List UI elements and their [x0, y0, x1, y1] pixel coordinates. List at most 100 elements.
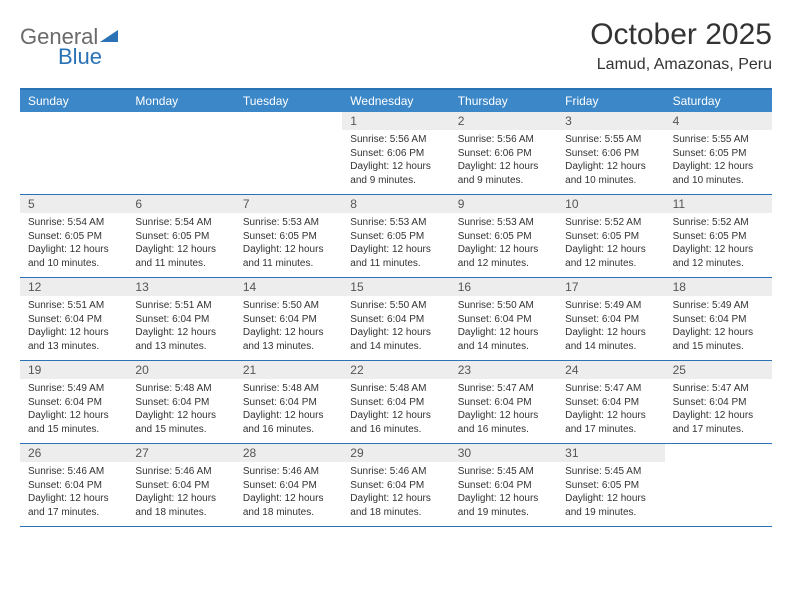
- day-cell: [127, 112, 234, 194]
- day-number: 20: [127, 361, 234, 379]
- day-content: Sunrise: 5:45 AMSunset: 6:04 PMDaylight:…: [450, 462, 557, 525]
- day-cell: 3Sunrise: 5:55 AMSunset: 6:06 PMDaylight…: [557, 112, 664, 194]
- day-content: Sunrise: 5:54 AMSunset: 6:05 PMDaylight:…: [20, 213, 127, 276]
- day-content: Sunrise: 5:53 AMSunset: 6:05 PMDaylight:…: [235, 213, 342, 276]
- day-number: 19: [20, 361, 127, 379]
- day-number: 23: [450, 361, 557, 379]
- day-header: Saturday: [665, 90, 772, 112]
- logo: GeneralBlue: [20, 24, 120, 70]
- day-number: 7: [235, 195, 342, 213]
- day-header: Monday: [127, 90, 234, 112]
- day-number: 16: [450, 278, 557, 296]
- day-cell: 5Sunrise: 5:54 AMSunset: 6:05 PMDaylight…: [20, 195, 127, 277]
- day-number: 29: [342, 444, 449, 462]
- day-cell: 16Sunrise: 5:50 AMSunset: 6:04 PMDayligh…: [450, 278, 557, 360]
- day-number: 31: [557, 444, 664, 462]
- day-header: Friday: [557, 90, 664, 112]
- day-number: [665, 444, 772, 448]
- day-number: 18: [665, 278, 772, 296]
- day-header: Wednesday: [342, 90, 449, 112]
- day-cell: 6Sunrise: 5:54 AMSunset: 6:05 PMDaylight…: [127, 195, 234, 277]
- day-number: 10: [557, 195, 664, 213]
- day-number: 15: [342, 278, 449, 296]
- day-content: Sunrise: 5:50 AMSunset: 6:04 PMDaylight:…: [342, 296, 449, 359]
- day-content: Sunrise: 5:49 AMSunset: 6:04 PMDaylight:…: [557, 296, 664, 359]
- week-row: 19Sunrise: 5:49 AMSunset: 6:04 PMDayligh…: [20, 361, 772, 444]
- day-cell: 14Sunrise: 5:50 AMSunset: 6:04 PMDayligh…: [235, 278, 342, 360]
- day-content: Sunrise: 5:51 AMSunset: 6:04 PMDaylight:…: [127, 296, 234, 359]
- day-content: Sunrise: 5:51 AMSunset: 6:04 PMDaylight:…: [20, 296, 127, 359]
- day-content: Sunrise: 5:47 AMSunset: 6:04 PMDaylight:…: [450, 379, 557, 442]
- day-content: Sunrise: 5:46 AMSunset: 6:04 PMDaylight:…: [235, 462, 342, 525]
- day-cell: 27Sunrise: 5:46 AMSunset: 6:04 PMDayligh…: [127, 444, 234, 526]
- day-cell: 21Sunrise: 5:48 AMSunset: 6:04 PMDayligh…: [235, 361, 342, 443]
- day-cell: 28Sunrise: 5:46 AMSunset: 6:04 PMDayligh…: [235, 444, 342, 526]
- day-cell: 23Sunrise: 5:47 AMSunset: 6:04 PMDayligh…: [450, 361, 557, 443]
- logo-triangle-icon: [100, 31, 120, 48]
- month-title: October 2025: [590, 18, 772, 52]
- day-content: Sunrise: 5:47 AMSunset: 6:04 PMDaylight:…: [557, 379, 664, 442]
- day-header: Sunday: [20, 90, 127, 112]
- day-cell: 17Sunrise: 5:49 AMSunset: 6:04 PMDayligh…: [557, 278, 664, 360]
- day-cell: 25Sunrise: 5:47 AMSunset: 6:04 PMDayligh…: [665, 361, 772, 443]
- day-cell: 12Sunrise: 5:51 AMSunset: 6:04 PMDayligh…: [20, 278, 127, 360]
- day-number: 5: [20, 195, 127, 213]
- day-number: [127, 112, 234, 116]
- header: GeneralBlue October 2025 Lamud, Amazonas…: [20, 18, 772, 74]
- day-number: 27: [127, 444, 234, 462]
- day-content: Sunrise: 5:46 AMSunset: 6:04 PMDaylight:…: [20, 462, 127, 525]
- day-number: 9: [450, 195, 557, 213]
- day-content: Sunrise: 5:50 AMSunset: 6:04 PMDaylight:…: [235, 296, 342, 359]
- day-cell: 1Sunrise: 5:56 AMSunset: 6:06 PMDaylight…: [342, 112, 449, 194]
- day-content: Sunrise: 5:47 AMSunset: 6:04 PMDaylight:…: [665, 379, 772, 442]
- day-cell: 24Sunrise: 5:47 AMSunset: 6:04 PMDayligh…: [557, 361, 664, 443]
- day-cell: 20Sunrise: 5:48 AMSunset: 6:04 PMDayligh…: [127, 361, 234, 443]
- day-cell: 22Sunrise: 5:48 AMSunset: 6:04 PMDayligh…: [342, 361, 449, 443]
- day-content: Sunrise: 5:49 AMSunset: 6:04 PMDaylight:…: [665, 296, 772, 359]
- day-content: Sunrise: 5:56 AMSunset: 6:06 PMDaylight:…: [342, 130, 449, 193]
- day-header: Thursday: [450, 90, 557, 112]
- week-row: 5Sunrise: 5:54 AMSunset: 6:05 PMDaylight…: [20, 195, 772, 278]
- day-cell: 30Sunrise: 5:45 AMSunset: 6:04 PMDayligh…: [450, 444, 557, 526]
- day-cell: 10Sunrise: 5:52 AMSunset: 6:05 PMDayligh…: [557, 195, 664, 277]
- day-number: 8: [342, 195, 449, 213]
- day-number: 11: [665, 195, 772, 213]
- day-cell: 19Sunrise: 5:49 AMSunset: 6:04 PMDayligh…: [20, 361, 127, 443]
- day-content: Sunrise: 5:53 AMSunset: 6:05 PMDaylight:…: [342, 213, 449, 276]
- day-header-row: SundayMondayTuesdayWednesdayThursdayFrid…: [20, 90, 772, 112]
- day-number: 12: [20, 278, 127, 296]
- calendar-weeks: 1Sunrise: 5:56 AMSunset: 6:06 PMDaylight…: [20, 112, 772, 527]
- day-content: Sunrise: 5:45 AMSunset: 6:05 PMDaylight:…: [557, 462, 664, 525]
- day-number: 14: [235, 278, 342, 296]
- week-row: 12Sunrise: 5:51 AMSunset: 6:04 PMDayligh…: [20, 278, 772, 361]
- day-content: Sunrise: 5:52 AMSunset: 6:05 PMDaylight:…: [665, 213, 772, 276]
- week-row: 1Sunrise: 5:56 AMSunset: 6:06 PMDaylight…: [20, 112, 772, 195]
- day-number: 24: [557, 361, 664, 379]
- day-content: Sunrise: 5:48 AMSunset: 6:04 PMDaylight:…: [127, 379, 234, 442]
- day-number: 13: [127, 278, 234, 296]
- day-number: 17: [557, 278, 664, 296]
- day-number: 30: [450, 444, 557, 462]
- day-content: Sunrise: 5:49 AMSunset: 6:04 PMDaylight:…: [20, 379, 127, 442]
- day-content: Sunrise: 5:48 AMSunset: 6:04 PMDaylight:…: [235, 379, 342, 442]
- day-number: 28: [235, 444, 342, 462]
- day-content: Sunrise: 5:52 AMSunset: 6:05 PMDaylight:…: [557, 213, 664, 276]
- day-header: Tuesday: [235, 90, 342, 112]
- day-number: 25: [665, 361, 772, 379]
- day-cell: [665, 444, 772, 526]
- day-number: 3: [557, 112, 664, 130]
- day-number: [20, 112, 127, 116]
- day-cell: 29Sunrise: 5:46 AMSunset: 6:04 PMDayligh…: [342, 444, 449, 526]
- day-cell: 18Sunrise: 5:49 AMSunset: 6:04 PMDayligh…: [665, 278, 772, 360]
- calendar: SundayMondayTuesdayWednesdayThursdayFrid…: [20, 88, 772, 527]
- day-content: Sunrise: 5:50 AMSunset: 6:04 PMDaylight:…: [450, 296, 557, 359]
- day-number: 6: [127, 195, 234, 213]
- day-cell: 7Sunrise: 5:53 AMSunset: 6:05 PMDaylight…: [235, 195, 342, 277]
- day-content: Sunrise: 5:55 AMSunset: 6:05 PMDaylight:…: [665, 130, 772, 193]
- title-block: October 2025 Lamud, Amazonas, Peru: [590, 18, 772, 74]
- day-cell: 31Sunrise: 5:45 AMSunset: 6:05 PMDayligh…: [557, 444, 664, 526]
- day-cell: 26Sunrise: 5:46 AMSunset: 6:04 PMDayligh…: [20, 444, 127, 526]
- day-content: Sunrise: 5:54 AMSunset: 6:05 PMDaylight:…: [127, 213, 234, 276]
- day-cell: [20, 112, 127, 194]
- day-content: Sunrise: 5:53 AMSunset: 6:05 PMDaylight:…: [450, 213, 557, 276]
